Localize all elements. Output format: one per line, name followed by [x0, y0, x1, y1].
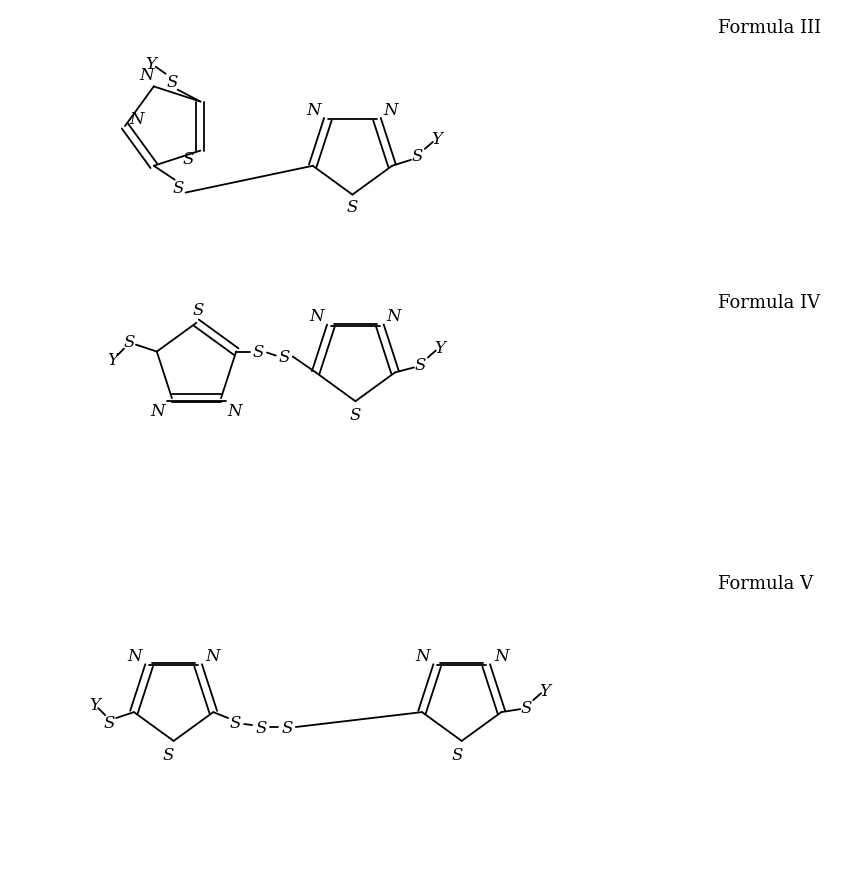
Text: Formula IV: Formula IV: [718, 294, 820, 311]
Text: N: N: [228, 402, 243, 419]
Text: S: S: [230, 713, 241, 731]
Text: N: N: [386, 308, 401, 325]
Text: Y: Y: [146, 56, 157, 73]
Text: N: N: [310, 308, 324, 325]
Text: S: S: [451, 746, 462, 764]
Text: S: S: [255, 719, 266, 736]
Text: N: N: [384, 102, 398, 118]
Text: N: N: [306, 102, 321, 118]
Text: S: S: [123, 334, 134, 351]
Text: S: S: [414, 356, 426, 374]
Text: S: S: [183, 151, 194, 168]
Text: S: S: [104, 713, 115, 731]
Text: S: S: [281, 719, 293, 736]
Text: S: S: [193, 302, 204, 319]
Text: S: S: [163, 746, 174, 764]
Text: Y: Y: [107, 352, 118, 368]
Text: N: N: [151, 402, 165, 419]
Text: S: S: [346, 199, 358, 216]
Text: Y: Y: [89, 696, 100, 713]
Text: N: N: [129, 110, 144, 128]
Text: N: N: [140, 67, 154, 84]
Text: S: S: [167, 74, 179, 91]
Text: N: N: [415, 647, 430, 664]
Text: Y: Y: [540, 682, 551, 699]
Text: S: S: [252, 343, 264, 361]
Text: N: N: [206, 647, 220, 664]
Text: S: S: [521, 699, 532, 716]
Text: N: N: [127, 647, 141, 664]
Text: Formula III: Formula III: [718, 19, 821, 36]
Text: Formula V: Formula V: [718, 574, 813, 593]
Text: S: S: [411, 149, 423, 165]
Text: Y: Y: [434, 340, 445, 356]
Text: Y: Y: [431, 131, 443, 149]
Text: S: S: [173, 180, 185, 197]
Text: S: S: [350, 406, 361, 423]
Text: N: N: [494, 647, 508, 664]
Text: S: S: [278, 348, 289, 366]
